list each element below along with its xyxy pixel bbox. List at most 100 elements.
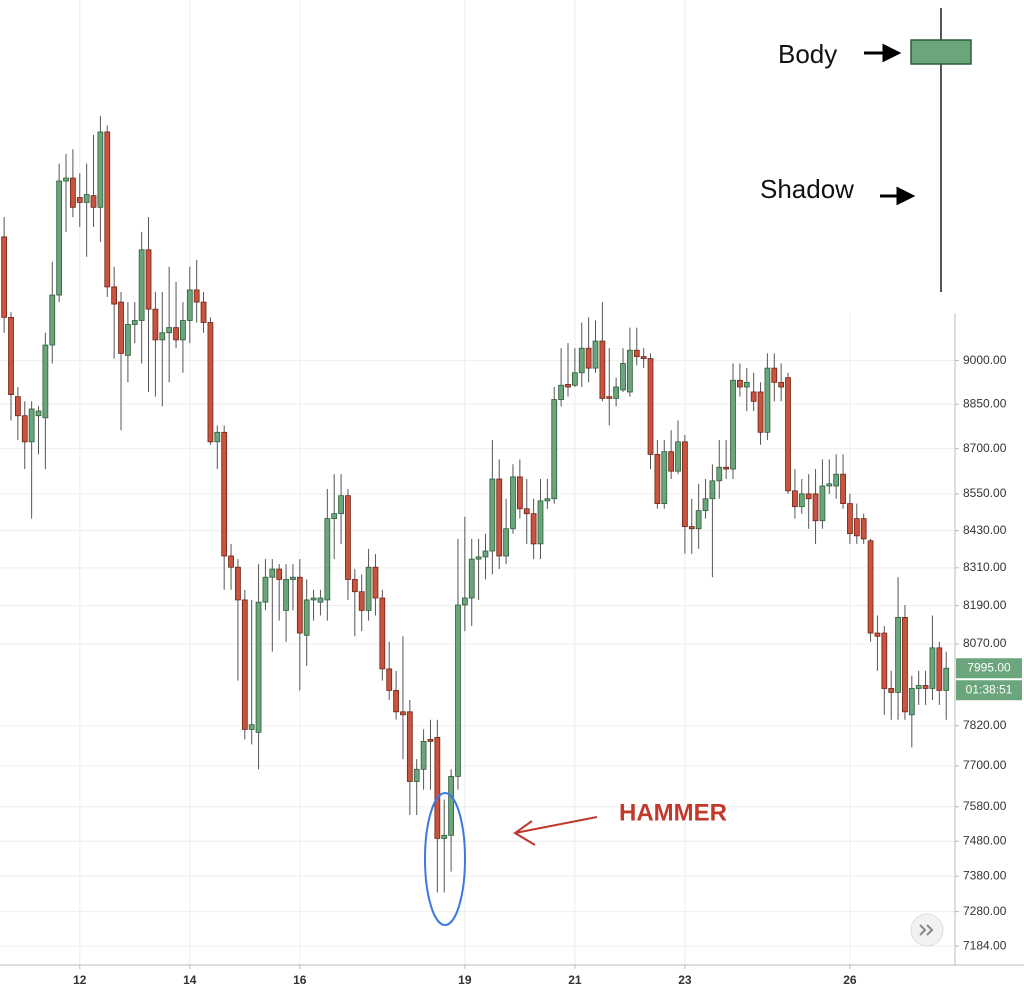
candle-body	[537, 500, 544, 545]
y-tick-label: 9000.00	[963, 353, 1007, 367]
candle-body	[516, 476, 523, 510]
candle-body	[592, 340, 599, 369]
candle-body	[675, 441, 681, 472]
candle-body	[255, 601, 262, 733]
candle-body	[331, 513, 338, 519]
candle-body	[21, 415, 28, 443]
candle-body	[558, 384, 564, 400]
candle-body	[200, 301, 207, 323]
candle-body	[475, 556, 482, 560]
candle-body	[874, 632, 881, 637]
candle-body	[358, 591, 365, 611]
candle-body	[83, 194, 90, 203]
candle-body	[221, 431, 228, 557]
candle-body	[310, 597, 317, 601]
candle-body	[798, 493, 805, 508]
candle-body	[262, 576, 269, 603]
shadow-label: Shadow	[760, 174, 854, 204]
candle-body	[28, 408, 35, 443]
candle-body	[131, 320, 138, 325]
x-tick-label: 12	[73, 973, 87, 987]
candle-body	[145, 249, 152, 310]
candle-body	[166, 327, 173, 334]
y-tick-label: 7380.00	[963, 868, 1007, 882]
candle-body	[413, 768, 420, 782]
candle-body	[42, 344, 49, 419]
candle-body	[482, 550, 489, 558]
candle-body	[420, 740, 427, 770]
candle-body	[908, 688, 915, 716]
candle-body	[668, 451, 675, 472]
scroll-button[interactable]	[910, 913, 944, 947]
candle-body	[840, 473, 846, 505]
candle-body	[682, 441, 688, 527]
candle-body	[173, 327, 179, 341]
candle-body	[90, 195, 97, 208]
candle-body	[372, 566, 379, 599]
candle-body	[764, 367, 771, 433]
axis-labels: 9000.00 8850.00 8700.00 8550.00 8430.00 8310.…	[73, 353, 1022, 987]
candle-body	[695, 510, 702, 530]
y-tick-label: 7184.00	[963, 938, 1007, 952]
candle-body	[406, 711, 413, 782]
candle-body	[585, 347, 592, 369]
candle-body	[56, 180, 63, 296]
candle-body	[138, 249, 145, 321]
candle-body	[489, 478, 496, 552]
candle-body	[847, 503, 853, 535]
candle-body	[613, 386, 620, 399]
candle-body	[743, 381, 750, 388]
shadow-arrow	[880, 186, 916, 206]
candle-body	[606, 396, 613, 399]
y-tick-label: 7580.00	[963, 799, 1007, 813]
candle-body	[881, 632, 888, 689]
candle-body	[70, 177, 76, 208]
countdown-box	[956, 680, 1022, 701]
candle-body	[895, 616, 901, 693]
candle-body	[709, 480, 716, 500]
candle-body	[853, 518, 860, 537]
candle-body	[317, 597, 324, 603]
candle-body	[826, 483, 833, 487]
x-tick-label: 21	[568, 973, 582, 987]
body-label: Body	[778, 39, 837, 69]
candle-body	[49, 294, 56, 346]
candle-body	[324, 518, 331, 601]
candle-body	[159, 332, 166, 341]
candle-body	[283, 579, 289, 611]
candle-body	[523, 508, 530, 515]
candle-body	[737, 379, 743, 388]
candle-body	[661, 451, 668, 505]
candle-body	[503, 528, 509, 557]
candle-body	[118, 301, 124, 354]
last-price-label: 7995.00	[967, 660, 1011, 674]
candle-body	[379, 597, 386, 670]
candle-body	[688, 526, 695, 530]
candle-body	[104, 131, 111, 288]
candle-body	[269, 568, 276, 578]
candle-body	[915, 685, 922, 689]
candle-body	[812, 493, 819, 522]
candle-body	[290, 576, 296, 580]
x-tick-label: 14	[183, 973, 197, 987]
candle-body	[833, 473, 840, 487]
y-tick-label: 7280.00	[963, 904, 1007, 918]
candle-body	[427, 738, 434, 742]
candle-body	[750, 391, 757, 402]
candle-body	[620, 363, 626, 391]
y-tick-label: 7480.00	[963, 833, 1007, 847]
candle-body	[565, 383, 571, 388]
candle-body	[544, 498, 551, 502]
candle-body	[702, 498, 709, 512]
candle-body	[448, 775, 454, 836]
candle-body	[111, 286, 118, 305]
candle-body	[792, 490, 798, 508]
candle-body	[303, 599, 310, 636]
candle-body	[8, 316, 14, 395]
candle-body	[193, 289, 200, 303]
candle-body	[654, 453, 661, 505]
hammer-ellipse	[424, 792, 466, 926]
candle-body	[716, 466, 723, 482]
